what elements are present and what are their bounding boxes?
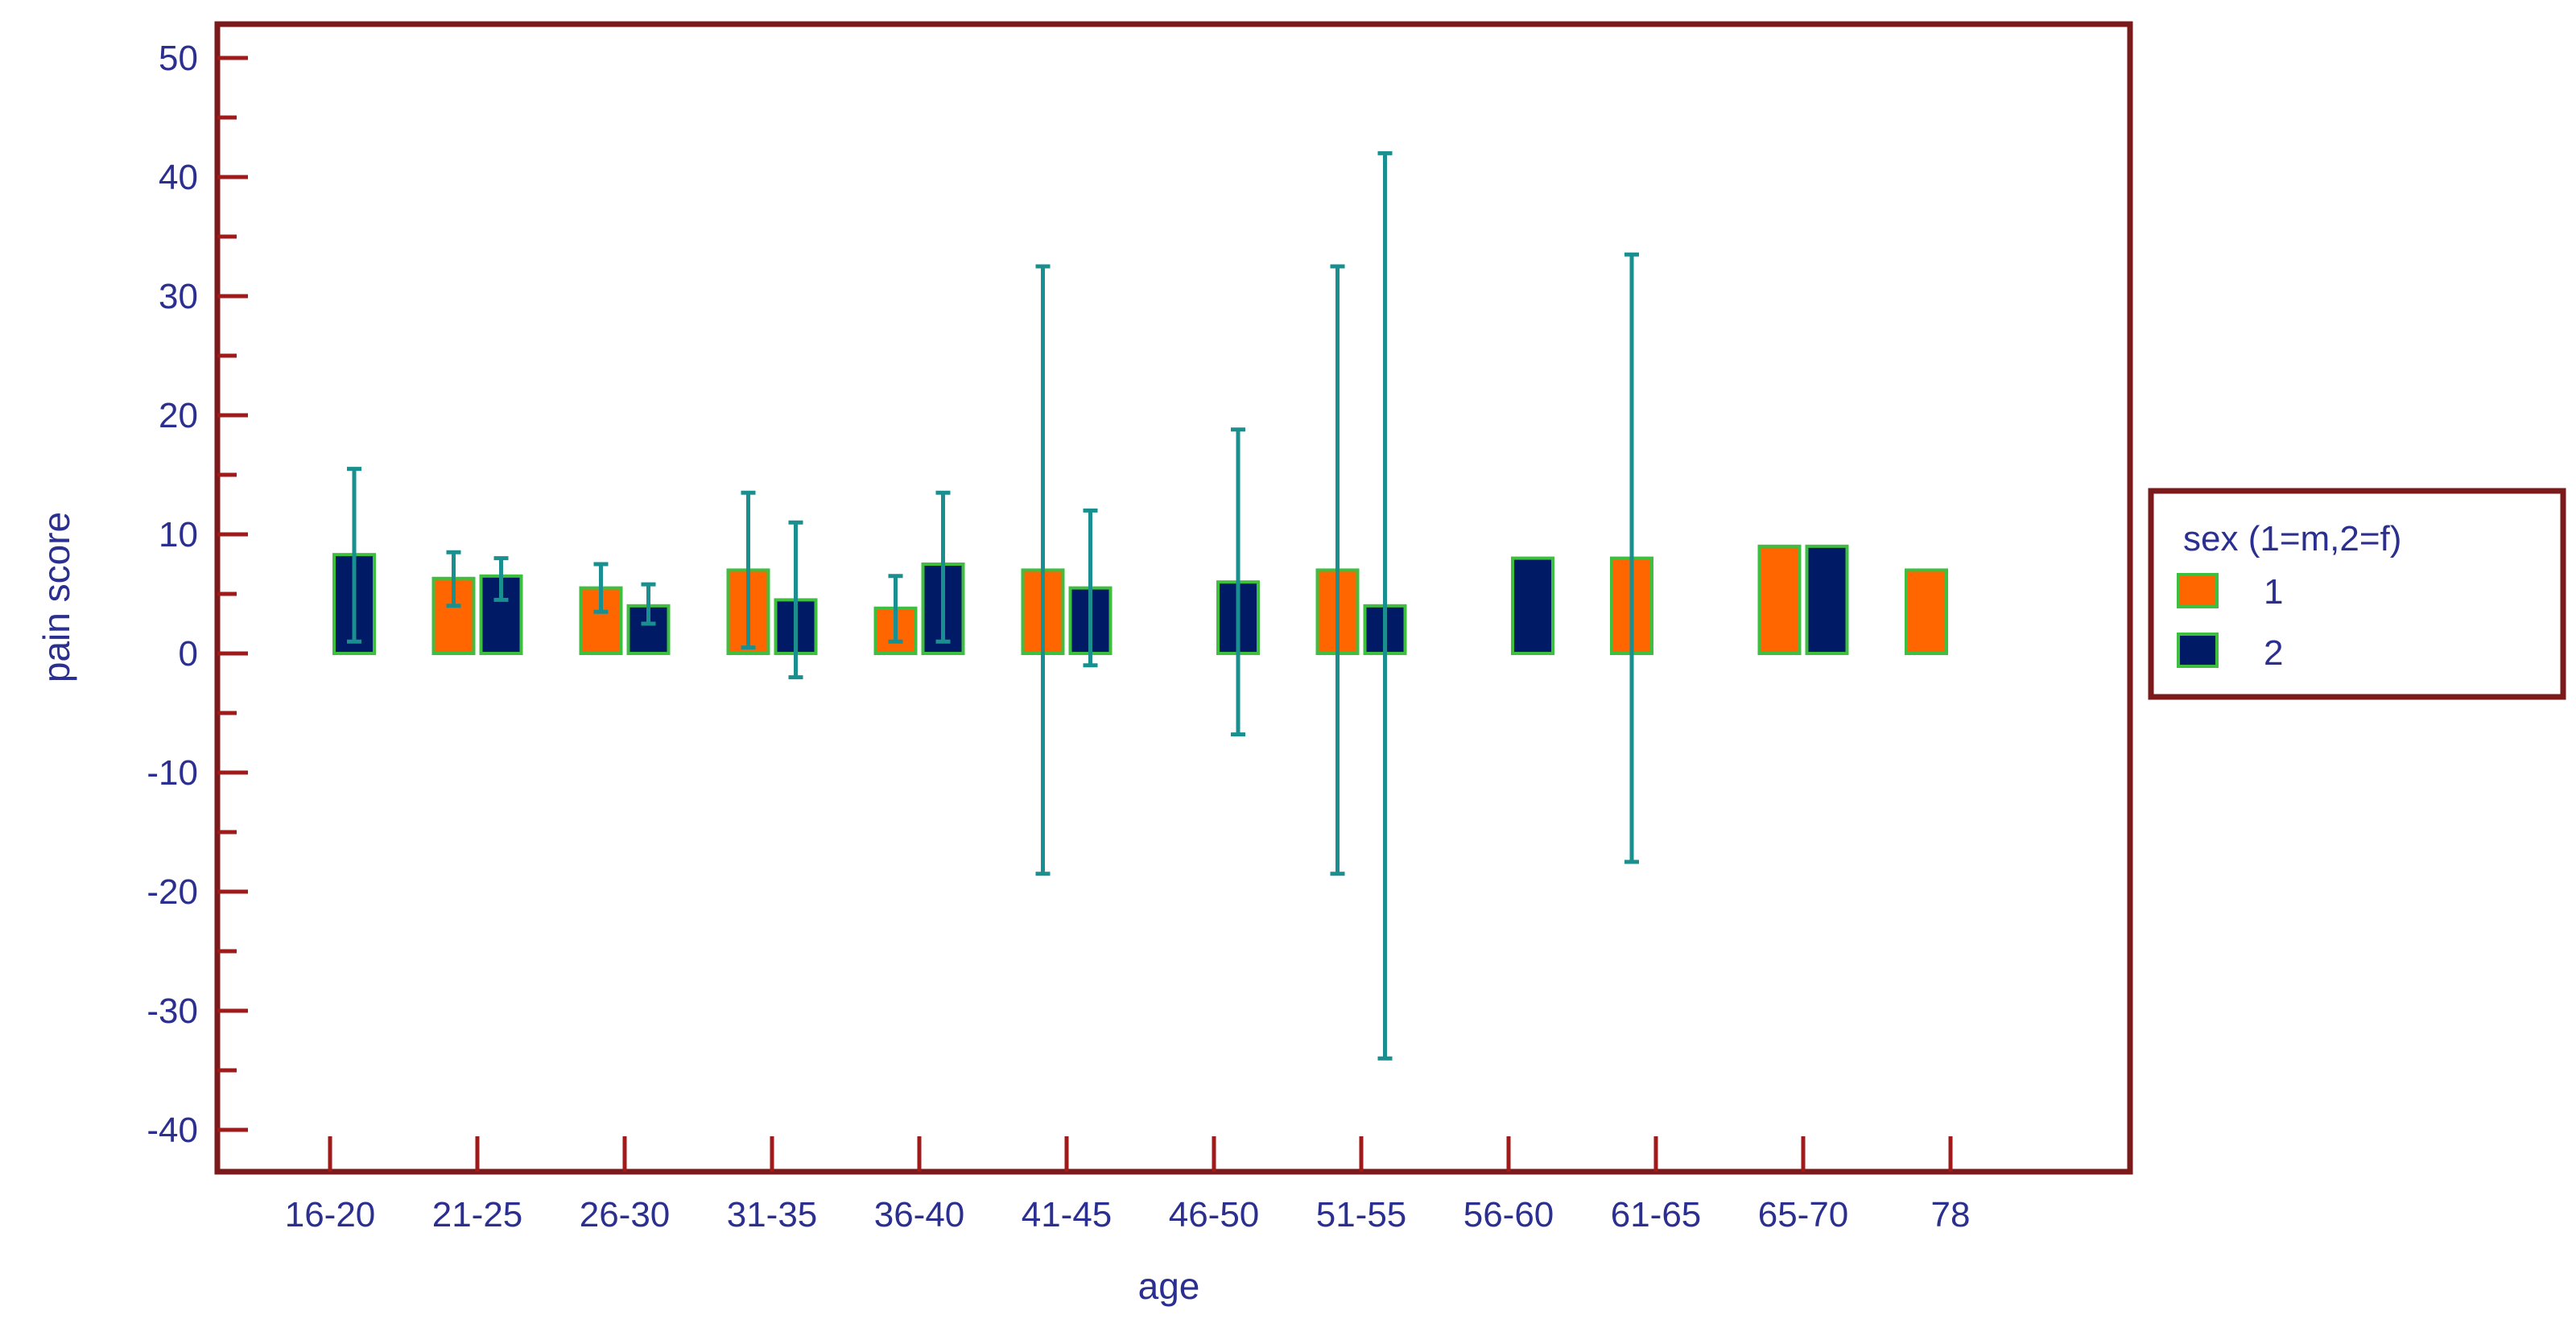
x-axis-title: age [1138,1265,1200,1307]
error-bars [347,150,1639,1061]
x-tick-label: 36-40 [874,1195,965,1234]
y-tick-label: 10 [159,515,198,554]
x-tick-label: 41-45 [1022,1195,1113,1234]
y-tick-label: 0 [179,634,198,674]
y-tick-label: -30 [147,991,198,1031]
bar-series-2 [1511,556,1554,655]
legend-label-1: 1 [2264,572,2283,612]
bar-series-1 [1757,544,1802,655]
x-tick-label: 26-30 [580,1195,671,1234]
legend-swatch-1 [2177,573,2219,608]
x-tick-label: 46-50 [1169,1195,1260,1234]
y-tick-label: 40 [159,158,198,197]
x-tick-label: 31-35 [727,1195,818,1234]
bar-series-1 [1905,568,1948,656]
y-axis-title: pain score [35,512,77,682]
x-tick-label: 16-20 [285,1195,376,1234]
y-tick-label: 20 [159,396,198,435]
x-tick-label: 65-70 [1758,1195,1849,1234]
legend: sex (1=m,2=f) 1 2 [2148,488,2566,700]
x-tick-label: 78 [1931,1195,1971,1234]
y-axis: 50 40 30 20 10 0 -10 -20 -30 -40 [147,39,248,1150]
x-tick-label: 61-65 [1611,1195,1702,1234]
bar-series-2 [479,574,523,655]
x-tick-label: 51-55 [1316,1195,1407,1234]
y-tick-label: -10 [147,753,198,793]
legend-swatch-2 [2177,633,2219,668]
legend-box [2148,488,2566,700]
y-tick-label: 30 [159,277,198,316]
x-axis: 16-20 21-25 26-30 31-35 36-40 41-45 46-50 51-55… [285,1136,1971,1234]
legend-title: sex (1=m,2=f) [2183,519,2401,558]
legend-label-2: 2 [2264,633,2283,673]
bar-series-2 [1805,544,1849,655]
x-tick-label: 56-60 [1463,1195,1554,1234]
y-tick-label: -20 [147,872,198,912]
x-tick-label: 21-25 [432,1195,523,1234]
y-tick-label: -40 [147,1111,198,1150]
y-tick-label: 50 [159,39,198,78]
